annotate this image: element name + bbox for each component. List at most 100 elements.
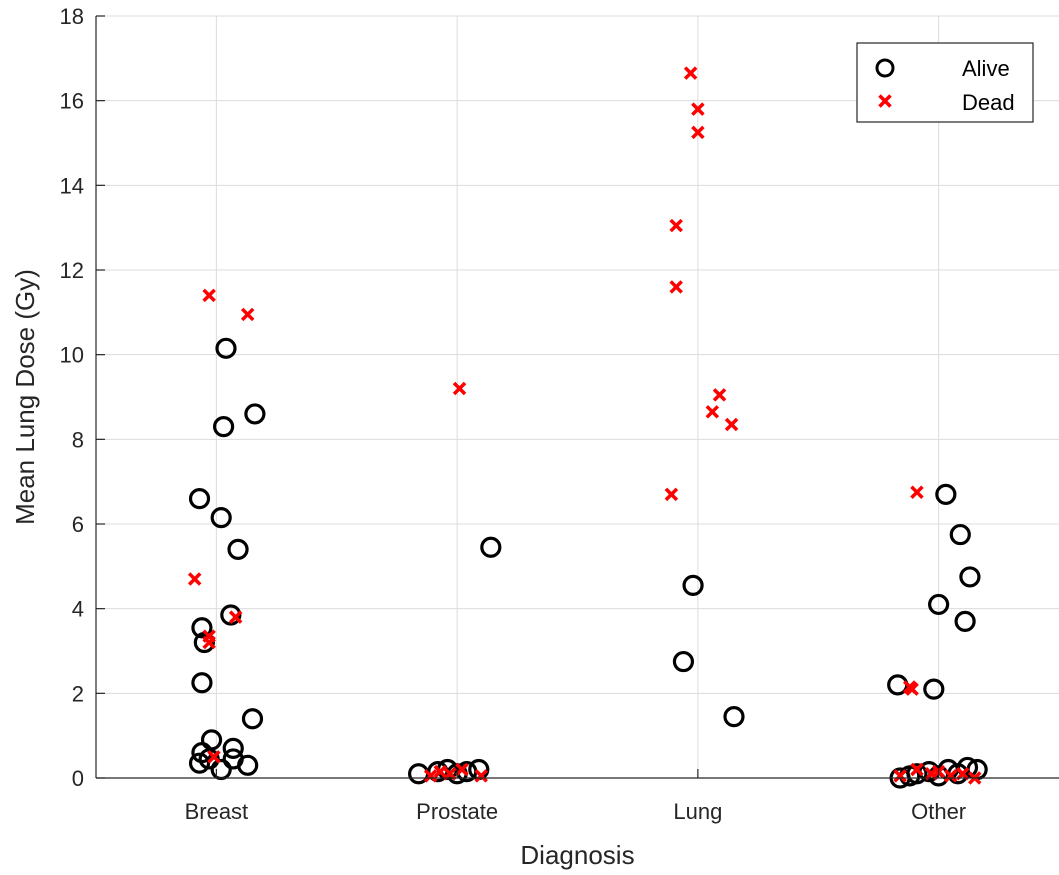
x-axis-label: Diagnosis [520,840,634,870]
legend: Alive Dead [856,42,1034,123]
x-marker-stroke [724,417,739,432]
alive-point [935,483,957,505]
dead-point [474,769,488,783]
dead-point [893,769,907,783]
alive-point [949,523,971,546]
alive-point [215,337,237,359]
alive-point [191,617,213,639]
x-marker-stroke [452,381,467,396]
y-tick-label: 14 [60,173,84,198]
dead-point [240,307,255,322]
y-tick-label: 4 [72,597,84,622]
dead-point [207,750,221,764]
x-marker-stroke [669,218,683,233]
alive-point [210,758,232,781]
axes [95,15,1059,779]
y-tick-label: 12 [60,258,84,283]
alive-point [480,536,502,558]
alive-point [244,403,266,425]
legend-alive-label: Alive [962,56,1010,81]
x-marker-stroke [202,288,216,303]
dead-point [664,487,679,502]
y-tick-label: 16 [60,89,84,114]
dead-point [669,218,683,233]
dead-point [202,288,216,303]
x-tick-label: Lung [673,799,722,824]
alive-point [959,566,981,588]
dead-point [910,762,924,777]
x-tick-label: Other [911,799,966,824]
x-marker-stroke [712,388,727,402]
x-marker-stroke [943,769,958,783]
x-marker-stroke [893,769,907,783]
dead-point [187,572,202,586]
data-points [187,66,988,789]
y-tick-label: 18 [60,4,84,29]
x-marker-stroke [474,769,488,783]
x-marker-stroke [433,764,448,779]
x-marker-stroke [910,485,924,499]
dead-point [683,66,698,80]
legend-dead-marker-icon [878,94,892,108]
alive-point [200,729,223,751]
y-tick-label: 0 [72,766,84,791]
dead-point [433,764,448,779]
alive-point [906,763,928,785]
x-marker-stroke [240,307,255,322]
x-marker-stroke [202,635,216,650]
x-marker-stroke [691,102,705,116]
x-marker-stroke [187,572,202,586]
dead-point [455,762,469,777]
x-marker-stroke [423,769,438,783]
alive-point [923,678,945,700]
dead-point [691,125,705,140]
x-marker-stroke [683,66,698,80]
alive-point [723,706,745,728]
alive-point [222,737,244,759]
alive-point [954,610,976,632]
y-tick-label: 6 [72,512,84,537]
alive-point [237,754,259,776]
dead-point [712,388,727,402]
x-marker-stroke [705,405,720,419]
x-tick-label: Prostate [416,799,498,824]
x-marker-stroke [207,750,221,764]
x-marker-stroke [910,762,924,777]
alive-point [227,538,249,561]
y-tick-label: 2 [72,681,84,706]
x-tick-label: Breast [185,799,249,824]
y-axis-label: Mean Lung Dose (Gy) [10,269,40,525]
dead-point [691,102,705,116]
alive-point [212,416,235,438]
dead-point [452,381,467,396]
dead-point [669,280,683,294]
tick-labels: 0 2 4 6 8 10 12 14 16 18 Breast Prostate Lung Other [60,4,967,824]
x-marker-stroke [228,610,243,624]
alive-point [210,507,232,529]
x-marker-stroke [691,125,705,140]
legend-dead-x [878,94,892,108]
x-marker-stroke [669,280,683,294]
grid-lines [96,15,1059,779]
alive-point [682,574,704,596]
dead-point [202,635,216,650]
dead-point [705,405,720,419]
y-tick-label: 8 [72,427,84,452]
x-marker-stroke [455,762,469,777]
alive-point [928,593,950,616]
x-marker-stroke [905,682,919,696]
dead-point [905,682,919,696]
legend-dead-label: Dead [962,90,1015,115]
alive-point [188,488,211,510]
legend-alive-marker-icon [875,58,895,78]
alive-point [241,708,264,730]
dead-point [228,610,243,624]
x-marker-stroke [664,487,679,502]
y-tick-label: 10 [60,343,84,368]
dead-point [724,417,739,432]
dead-point [423,769,438,783]
x-marker-stroke [878,94,892,108]
dead-point [910,485,924,499]
alive-point [191,672,213,694]
